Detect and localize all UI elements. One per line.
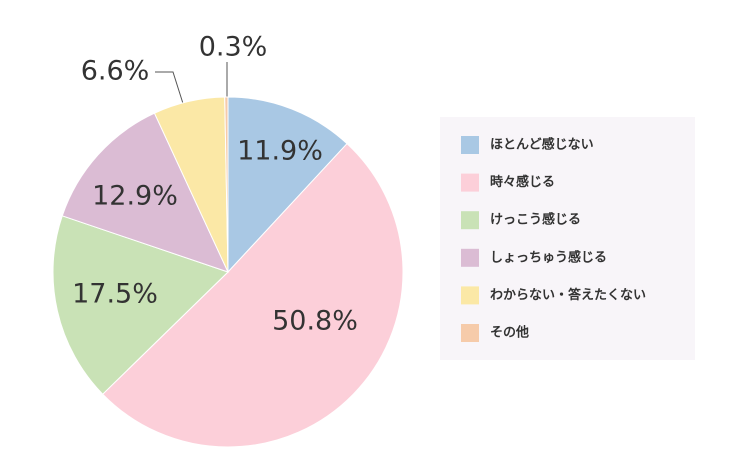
- pie-slice: [224, 96, 229, 273]
- value-label: 17.5%: [72, 279, 158, 310]
- legend-box: [440, 117, 695, 360]
- legend-swatch: [461, 324, 479, 342]
- legend-swatch: [461, 173, 479, 192]
- value-label: 12.9%: [92, 181, 178, 212]
- legend-label: わからない・答えたくない: [490, 287, 646, 303]
- legend-swatch: [461, 211, 479, 230]
- value-label: 50.8%: [272, 306, 358, 337]
- pie-slice: [52, 215, 229, 395]
- legend-label: ほとんど感じない: [490, 137, 594, 153]
- legend-swatch: [461, 248, 479, 267]
- value-label: 0.3%: [199, 32, 268, 63]
- legend-label: 時々感じる: [490, 174, 555, 190]
- pie-slice: [102, 142, 404, 448]
- value-label: 11.9%: [237, 136, 323, 167]
- legend-swatch: [461, 286, 479, 305]
- pie-slice: [227, 96, 348, 274]
- legend-label: その他: [490, 325, 529, 341]
- legend-swatch: [461, 136, 479, 154]
- legend-label: しょっちゅう感じる: [490, 249, 607, 265]
- value-label: 6.6%: [81, 56, 150, 87]
- legend-label: けっこう感じる: [490, 212, 581, 228]
- pie-slice: [61, 112, 229, 273]
- leader-line: [155, 71, 187, 114]
